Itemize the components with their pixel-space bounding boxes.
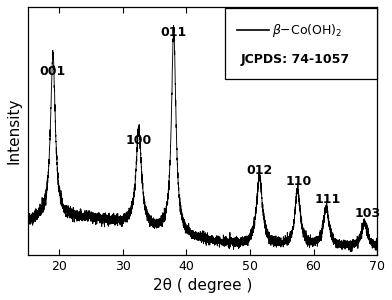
Text: $\beta$$-$Co(OH)$_2$: $\beta$$-$Co(OH)$_2$	[272, 22, 343, 39]
Y-axis label: Intensity: Intensity	[7, 98, 22, 164]
Text: 110: 110	[286, 175, 312, 188]
Text: JCPDS: 74-1057: JCPDS: 74-1057	[241, 53, 350, 66]
Text: 111: 111	[314, 194, 341, 206]
X-axis label: 2θ ( degree ): 2θ ( degree )	[152, 278, 252, 293]
Text: 011: 011	[161, 26, 187, 39]
Text: 012: 012	[246, 164, 272, 177]
Text: 103: 103	[354, 207, 381, 220]
Text: 100: 100	[125, 134, 152, 147]
FancyBboxPatch shape	[225, 8, 377, 79]
Text: 001: 001	[40, 65, 66, 78]
